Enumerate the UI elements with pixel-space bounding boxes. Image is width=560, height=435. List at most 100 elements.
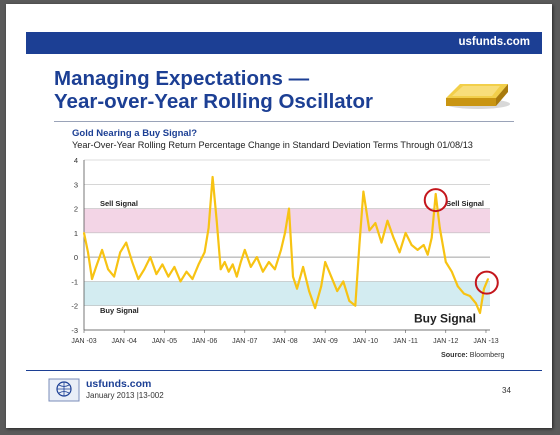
- y-tick-label: 1: [74, 229, 78, 238]
- data-point: [330, 275, 333, 278]
- data-point: [235, 275, 238, 278]
- data-point: [227, 270, 230, 273]
- data-point: [149, 256, 152, 259]
- slide-title: Managing Expectations — Year-over-Year R…: [54, 67, 373, 113]
- page-number: 34: [502, 386, 511, 395]
- oscillator-chart: 4 3 2 1 0 -1 -2 -3 JAN -03 JAN -04 JAN -05 JAN -06 J…: [71, 156, 499, 345]
- data-point: [358, 244, 361, 246]
- data-point: [284, 231, 286, 234]
- sell-peak-circle: [423, 188, 448, 213]
- title-divider: [54, 121, 514, 122]
- data-point: [223, 261, 226, 263]
- x-tick-label: JAN -03: [71, 338, 96, 345]
- data-point: [336, 290, 339, 293]
- x-tick-label: JAN -09: [313, 338, 338, 345]
- x-tick-label: JAN -13: [473, 338, 498, 345]
- data-point: [167, 275, 170, 278]
- data-point: [101, 248, 103, 251]
- data-point: [348, 299, 351, 302]
- data-point: [354, 304, 357, 307]
- site-url[interactable]: usfunds.com: [458, 36, 530, 48]
- data-point: [404, 231, 407, 234]
- data-point: [83, 231, 85, 234]
- data-point: [185, 270, 188, 273]
- data-point: [231, 263, 234, 266]
- x-tick-label: JAN -08: [272, 338, 297, 345]
- footer-url[interactable]: usfunds.com: [86, 378, 152, 390]
- data-point: [469, 295, 471, 297]
- data-point: [410, 244, 413, 246]
- y-tick-label: 4: [74, 156, 78, 165]
- data-point: [203, 251, 206, 254]
- data-point: [197, 263, 200, 266]
- data-point: [450, 270, 453, 273]
- data-point: [434, 193, 437, 195]
- data-point: [308, 290, 311, 293]
- footer-date-code: January 2013 |13-002: [86, 391, 164, 400]
- data-point: [91, 278, 93, 280]
- data-point: [302, 265, 304, 268]
- us-global-logo-icon: [48, 378, 80, 402]
- data-point: [268, 261, 270, 263]
- data-point: [95, 265, 97, 268]
- slide-title-line1: Managing Expectations —: [54, 67, 310, 90]
- data-point: [386, 219, 389, 222]
- slide-title-line2: Year-over-Year Rolling Oscillator: [54, 90, 374, 113]
- data-point: [87, 251, 89, 254]
- data-point: [215, 219, 218, 222]
- data-point: [324, 261, 327, 263]
- data-point: [296, 287, 298, 290]
- data-point: [342, 280, 345, 283]
- x-tick-label: JAN -06: [192, 338, 217, 345]
- buy-signal-label-right: Buy Signal: [414, 312, 476, 326]
- data-point: [416, 248, 419, 251]
- data-point: [314, 307, 317, 310]
- data-point: [243, 248, 246, 251]
- y-tick-label: -3: [71, 326, 78, 335]
- data-point: [374, 222, 377, 225]
- x-tick-label: JAN -04: [112, 338, 137, 345]
- data-point: [426, 253, 429, 256]
- data-point: [239, 261, 242, 263]
- data-point: [207, 227, 210, 229]
- data-point: [137, 278, 140, 280]
- data-point: [173, 265, 176, 268]
- data-point: [219, 268, 222, 271]
- data-point: [292, 275, 294, 278]
- data-point: [487, 278, 489, 280]
- data-point: [438, 227, 441, 229]
- buy-trough-circle: [474, 270, 499, 295]
- source-label: Source:: [441, 350, 468, 359]
- x-tick-label: JAN -10: [353, 338, 378, 345]
- data-point: [161, 263, 164, 266]
- data-point: [131, 261, 134, 263]
- footer-divider: [26, 370, 542, 371]
- slide: usfunds.com Managing Expectations — Year…: [6, 4, 552, 428]
- data-point: [380, 241, 383, 244]
- data-point: [362, 190, 365, 193]
- x-tick-label: JAN -11: [393, 338, 418, 345]
- data-point: [422, 244, 425, 246]
- data-point: [113, 275, 116, 278]
- x-tick-label: JAN -05: [152, 338, 177, 345]
- source-note: Source: Bloomberg: [441, 350, 505, 359]
- y-tick-label: 2: [74, 205, 78, 214]
- data-point: [392, 236, 395, 239]
- header-bar: usfunds.com: [26, 32, 542, 54]
- chart-subtitle: Year-Over-Year Rolling Return Percentage…: [72, 140, 473, 150]
- x-tick-label: JAN -07: [232, 338, 257, 345]
- data-point: [191, 278, 194, 280]
- data-point: [255, 256, 258, 259]
- data-point: [249, 265, 252, 268]
- y-tick-label: -1: [71, 277, 78, 286]
- data-point: [143, 268, 146, 271]
- data-point: [261, 270, 264, 273]
- buy-signal-band: [84, 281, 490, 306]
- data-point: [479, 312, 481, 314]
- buy-signal-label-left: Buy Signal: [100, 306, 139, 315]
- data-point: [430, 236, 433, 239]
- data-point: [280, 248, 282, 251]
- data-point: [274, 268, 276, 271]
- data-point: [398, 251, 401, 254]
- data-point: [483, 287, 485, 290]
